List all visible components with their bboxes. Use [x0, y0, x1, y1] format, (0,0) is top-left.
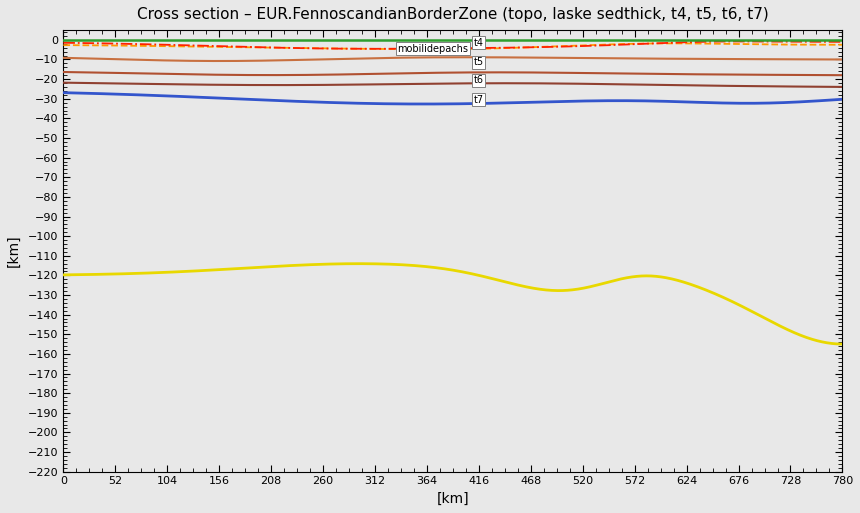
Y-axis label: [km]: [km]: [7, 234, 21, 267]
Text: t5: t5: [474, 57, 484, 67]
Text: t6: t6: [474, 75, 484, 85]
X-axis label: [km]: [km]: [437, 492, 470, 506]
Text: t4: t4: [474, 38, 484, 48]
Text: mobilidepachs: mobilidepachs: [397, 44, 469, 54]
Title: Cross section – EUR.FennoscandianBorderZone (topo, laske sedthick, t4, t5, t6, t: Cross section – EUR.FennoscandianBorderZ…: [137, 7, 769, 22]
Text: t7: t7: [474, 95, 484, 105]
